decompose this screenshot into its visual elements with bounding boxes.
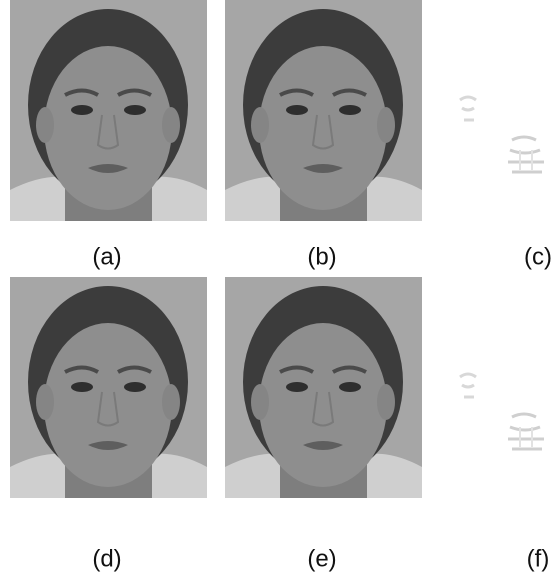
difference-image [440, 0, 552, 221]
panel-label: (e) [307, 545, 336, 572]
panel-label: (b) [307, 243, 336, 270]
face-image [10, 0, 207, 221]
panel-label: (c) [524, 243, 552, 270]
face-image [10, 277, 207, 498]
face-image [225, 277, 422, 498]
face-image [225, 0, 422, 221]
panel-label: (d) [92, 545, 121, 572]
figure: (a) (b) (c) (d) (e) (f) [0, 0, 552, 579]
panel-label: (f) [527, 545, 550, 572]
difference-image [440, 277, 552, 498]
panel-label: (a) [92, 243, 121, 270]
